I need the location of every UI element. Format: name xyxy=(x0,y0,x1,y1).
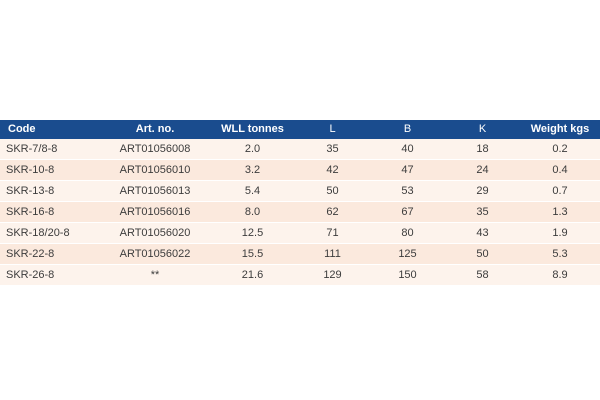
cell-weight: 0.4 xyxy=(520,159,600,181)
cell-code: SKR-10-8 xyxy=(0,159,100,181)
cell-k: 43 xyxy=(445,222,520,244)
cell-k: 58 xyxy=(445,264,520,286)
cell-k: 29 xyxy=(445,180,520,202)
cell-art-no: ART01056020 xyxy=(100,222,210,244)
cell-wll: 5.4 xyxy=(210,180,295,202)
cell-b: 80 xyxy=(370,222,445,244)
cell-weight: 0.7 xyxy=(520,180,600,202)
cell-b: 67 xyxy=(370,201,445,223)
header-b: B xyxy=(403,123,412,135)
cell-b: 150 xyxy=(370,264,445,286)
cell-b: 53 xyxy=(370,180,445,202)
table-row: SKR-16-8 ART01056016 8.0 62 67 35 1.3 xyxy=(0,201,600,223)
cell-l: 129 xyxy=(295,264,370,286)
cell-wll: 3.2 xyxy=(210,159,295,181)
cell-art-no: ** xyxy=(100,264,210,286)
cell-l: 111 xyxy=(295,243,370,265)
cell-wll: 12.5 xyxy=(210,222,295,244)
table-row: SKR-10-8 ART01056010 3.2 42 47 24 0.4 xyxy=(0,159,600,181)
cell-art-no: ART01056022 xyxy=(100,243,210,265)
cell-art-no: ART01056008 xyxy=(100,139,210,160)
cell-weight: 1.3 xyxy=(520,201,600,223)
cell-l: 42 xyxy=(295,159,370,181)
cell-weight: 8.9 xyxy=(520,264,600,286)
cell-weight: 0.2 xyxy=(520,139,600,160)
cell-l: 71 xyxy=(295,222,370,244)
specifications-table: Code Art. no. WLL tonnes L B K Weight kg… xyxy=(0,120,600,286)
cell-k: 24 xyxy=(445,159,520,181)
cell-code: SKR-18/20-8 xyxy=(0,222,100,244)
header-weight-kgs: Weight kgs xyxy=(530,123,590,135)
cell-code: SKR-16-8 xyxy=(0,201,100,223)
table-row: SKR-26-8 ** 21.6 129 150 58 8.9 xyxy=(0,264,600,286)
cell-b: 40 xyxy=(370,139,445,160)
cell-code: SKR-7/8-8 xyxy=(0,139,100,160)
cell-l: 50 xyxy=(295,180,370,202)
cell-weight: 1.9 xyxy=(520,222,600,244)
header-code: Code xyxy=(8,123,36,135)
header-l: L xyxy=(329,123,336,135)
cell-code: SKR-26-8 xyxy=(0,264,100,286)
cell-b: 125 xyxy=(370,243,445,265)
cell-art-no: ART01056016 xyxy=(100,201,210,223)
cell-k: 50 xyxy=(445,243,520,265)
cell-wll: 8.0 xyxy=(210,201,295,223)
cell-art-no: ART01056010 xyxy=(100,159,210,181)
header-art-no: Art. no. xyxy=(135,123,175,135)
header-wll-tonnes: WLL tonnes xyxy=(221,123,284,135)
table-row: SKR-7/8-8 ART01056008 2.0 35 40 18 0.2 xyxy=(0,139,600,160)
table-header-row: Code Art. no. WLL tonnes L B K Weight kg… xyxy=(0,120,600,139)
cell-k: 18 xyxy=(445,139,520,160)
cell-wll: 15.5 xyxy=(210,243,295,265)
cell-wll: 2.0 xyxy=(210,139,295,160)
header-k: K xyxy=(478,123,487,135)
cell-weight: 5.3 xyxy=(520,243,600,265)
cell-code: SKR-13-8 xyxy=(0,180,100,202)
cell-l: 35 xyxy=(295,139,370,160)
cell-code: SKR-22-8 xyxy=(0,243,100,265)
cell-b: 47 xyxy=(370,159,445,181)
cell-l: 62 xyxy=(295,201,370,223)
table-row: SKR-22-8 ART01056022 15.5 111 125 50 5.3 xyxy=(0,243,600,265)
cell-art-no: ART01056013 xyxy=(100,180,210,202)
cell-k: 35 xyxy=(445,201,520,223)
table-row: SKR-13-8 ART01056013 5.4 50 53 29 0.7 xyxy=(0,180,600,202)
table-row: SKR-18/20-8 ART01056020 12.5 71 80 43 1.… xyxy=(0,222,600,244)
cell-wll: 21.6 xyxy=(210,264,295,286)
